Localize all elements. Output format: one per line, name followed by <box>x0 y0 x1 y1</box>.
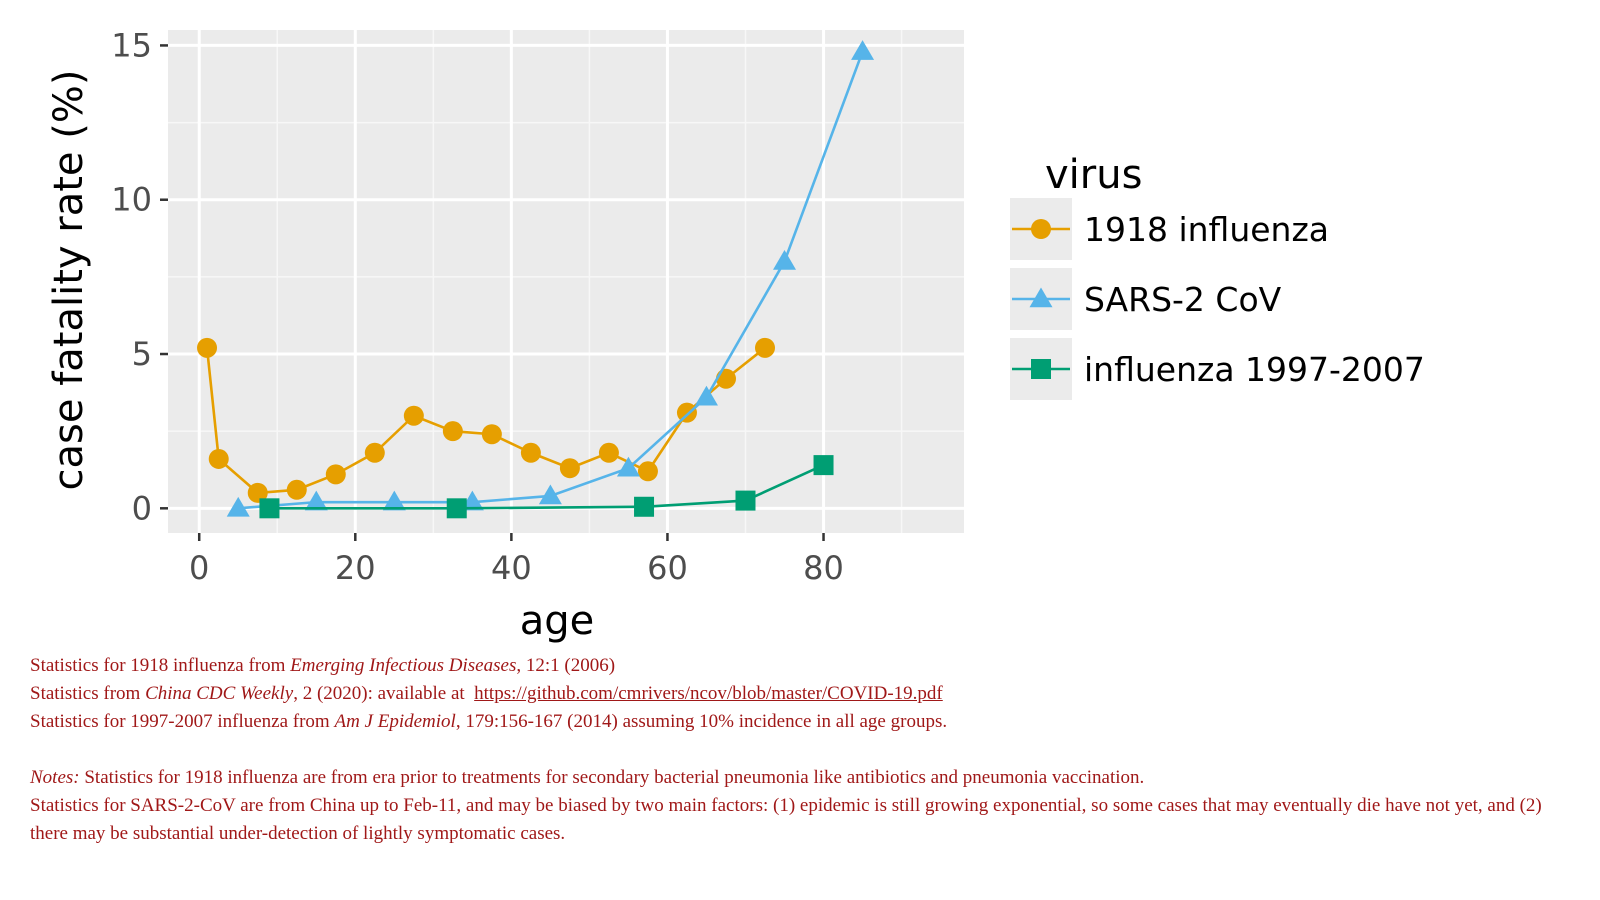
grid-minor <box>168 30 964 533</box>
y-tick-label: 0 <box>132 489 152 527</box>
legend: 1918 influenza SARS-2 CoV influenza 1997-2… <box>1010 198 1425 400</box>
chart: 0 20 40 60 80 0 5 10 15 age case fatality rate (… <box>46 26 1425 644</box>
data-point <box>676 402 697 423</box>
data-point <box>259 498 280 519</box>
notes-label: Notes: <box>30 767 80 788</box>
series-1 <box>226 40 875 517</box>
data-point <box>442 421 463 442</box>
legend-item: SARS-2 CoV <box>1010 268 1282 330</box>
data-point <box>755 337 775 358</box>
legend-item: influenza 1997-2007 <box>1010 338 1425 400</box>
data-point <box>481 424 502 445</box>
source-notes: Statistics for 1918 influenza from Emerg… <box>30 652 1570 848</box>
plot-panel <box>168 30 964 533</box>
legend-key-marker <box>1031 359 1051 379</box>
x-tick-label: 80 <box>803 549 844 587</box>
x-tick-label: 20 <box>335 549 376 587</box>
legend-label: SARS-2 CoV <box>1084 280 1282 319</box>
data-point <box>382 490 406 511</box>
x-axis-label: age <box>520 598 595 644</box>
data-point <box>813 455 834 476</box>
data-point <box>364 442 385 463</box>
note-source-1997: Statistics for 1997-2007 influenza from … <box>30 708 1570 736</box>
data-point <box>226 496 250 517</box>
note-1918-context: Notes: Statistics for 1918 influenza are… <box>30 764 1570 792</box>
y-tick-label: 10 <box>111 181 152 219</box>
note-text: , 12:1 (2006) <box>516 655 616 676</box>
data-point <box>851 40 875 60</box>
data-point <box>197 337 218 358</box>
data-point <box>616 456 640 477</box>
data-point <box>304 490 328 511</box>
note-text: Statistics for SARS-2-CoV are from China… <box>30 795 1542 844</box>
data-point <box>715 368 736 389</box>
note-text: , 2 (2020): available at <box>293 683 475 704</box>
note-sars-bias: Statistics for SARS-2-CoV are from China… <box>30 792 1570 848</box>
data-point <box>735 490 756 511</box>
journal-name: China CDC Weekly <box>145 683 294 704</box>
series-line <box>205 346 766 495</box>
source-link[interactable]: https://github.com/cmrivers/ncov/blob/ma… <box>474 683 943 704</box>
data-point <box>637 461 658 482</box>
data-point <box>247 482 268 503</box>
x-tick-label: 0 <box>189 549 209 587</box>
y-tick-label: 5 <box>132 335 152 373</box>
note-text: , 179:156-167 (2014) assuming 10% incide… <box>455 711 948 732</box>
journal-name: Am J Epidemiol <box>334 711 456 732</box>
note-text: Statistics for 1997-2007 influenza from <box>30 711 335 732</box>
legend-label: 1918 influenza <box>1084 210 1329 249</box>
legend-title: virus <box>1045 152 1142 198</box>
data-point <box>538 484 562 505</box>
series-layer <box>197 40 875 519</box>
data-point <box>325 464 346 485</box>
data-point <box>634 496 655 517</box>
y-tick-label: 15 <box>111 26 152 64</box>
series-0 <box>197 337 775 503</box>
data-point <box>694 385 718 406</box>
data-point <box>773 249 797 270</box>
data-point <box>286 479 307 500</box>
legend-item: 1918 influenza <box>1010 198 1329 260</box>
data-point <box>208 448 229 469</box>
legend-key-marker <box>1031 219 1051 239</box>
data-point <box>403 405 424 426</box>
data-point <box>520 442 541 463</box>
journal-name: Emerging Infectious Diseases <box>290 655 517 676</box>
axis-ticks: 0 20 40 60 80 0 5 10 15 <box>111 26 844 587</box>
data-point <box>446 498 467 519</box>
legend-key-marker <box>1029 287 1053 308</box>
note-text: Statistics for 1918 influenza are from e… <box>79 767 1145 788</box>
note-source-1918: Statistics for 1918 influenza from Emerg… <box>30 652 1570 680</box>
data-point <box>559 458 580 479</box>
note-text: Statistics for 1918 influenza from <box>30 655 291 676</box>
series-2 <box>259 455 834 519</box>
x-tick-label: 40 <box>491 549 532 587</box>
x-tick-label: 60 <box>647 549 688 587</box>
note-text: Statistics from <box>30 683 146 704</box>
note-source-china: Statistics from China CDC Weekly, 2 (202… <box>30 680 1570 708</box>
y-axis-label: case fatality rate (%) <box>46 70 92 491</box>
legend-label: influenza 1997-2007 <box>1084 350 1425 389</box>
data-point <box>598 442 619 463</box>
